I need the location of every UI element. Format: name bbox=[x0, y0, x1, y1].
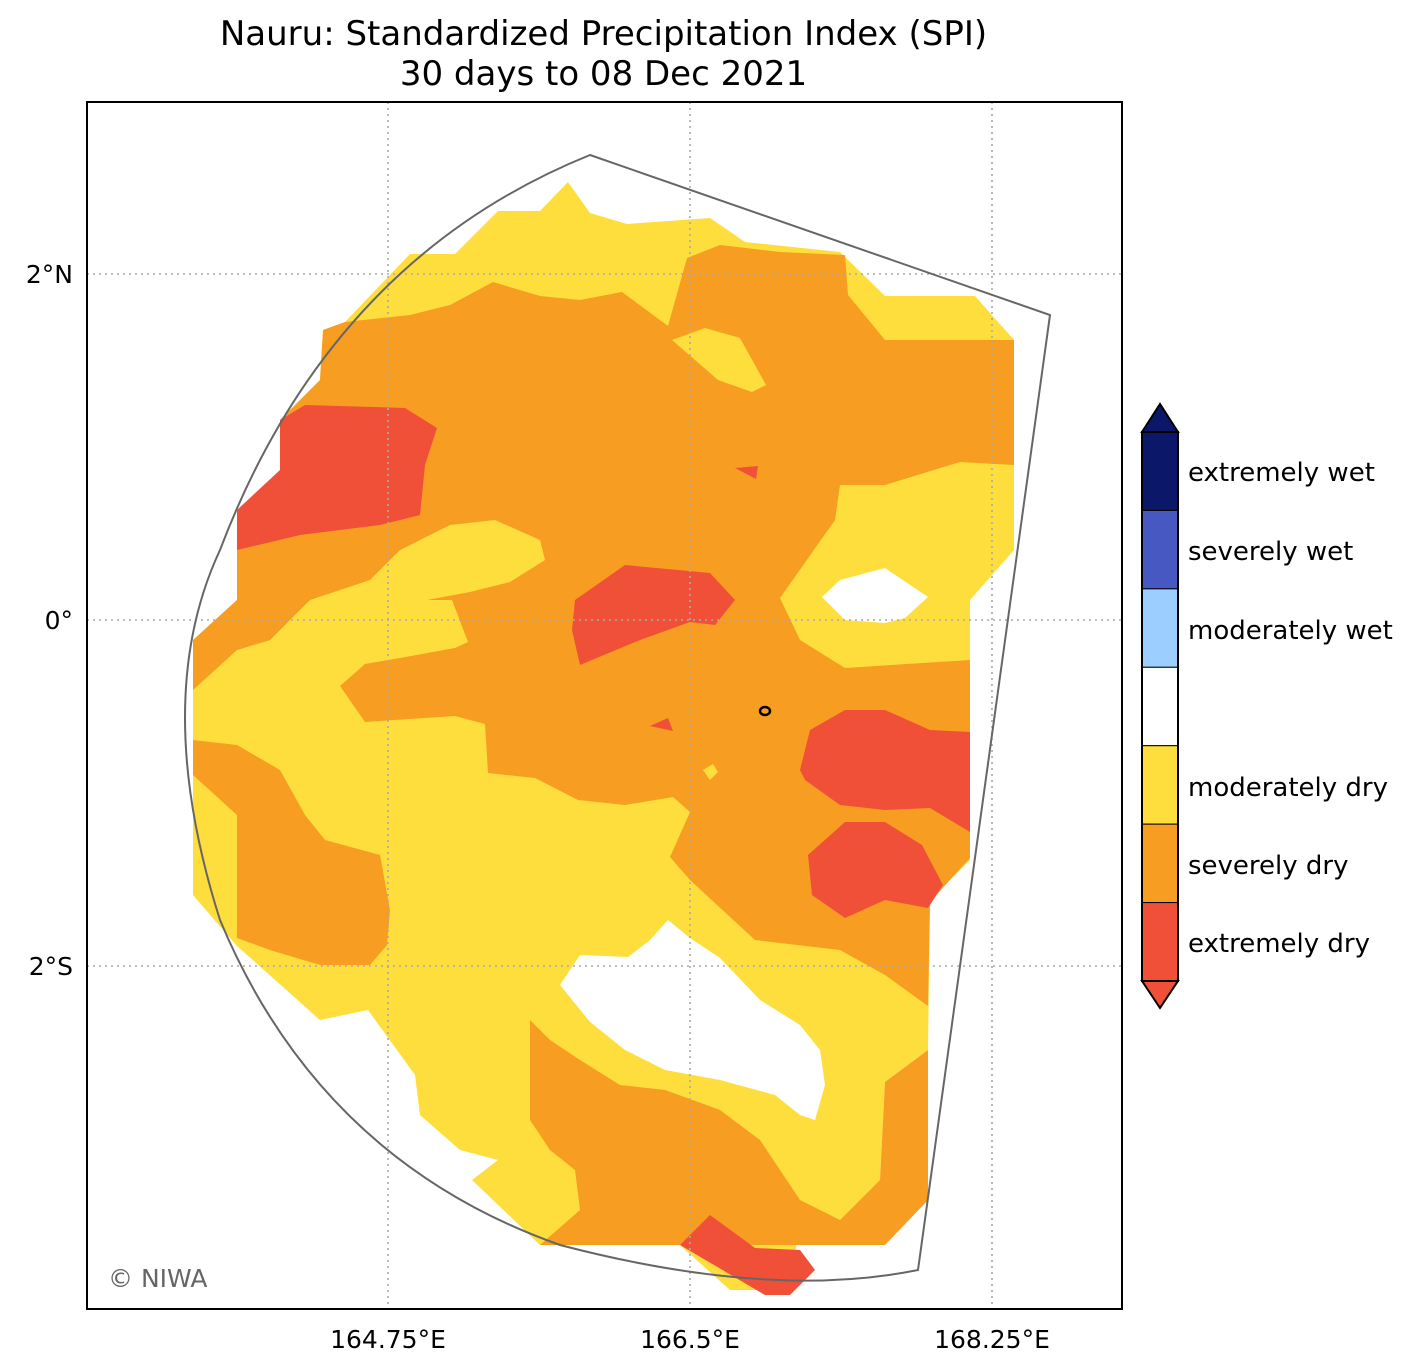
spi-field bbox=[193, 182, 1014, 1295]
map-frame bbox=[86, 101, 1123, 1310]
severely-dry-region-south bbox=[530, 1020, 928, 1245]
colorbar-bin bbox=[1141, 431, 1179, 511]
chart-title: Nauru: Standardized Precipitation Index … bbox=[219, 14, 988, 54]
y-tick-label: 2°S bbox=[29, 952, 73, 981]
near-normal-patch-south bbox=[560, 920, 825, 1120]
legend-label-extremely-wet: extremely wet bbox=[1188, 458, 1375, 488]
nauru-island-marker bbox=[758, 705, 772, 717]
colorbar-frame bbox=[1141, 431, 1179, 982]
y-tick-label: 0° bbox=[45, 606, 73, 635]
extremely-dry-spot-a bbox=[735, 466, 758, 479]
colorbar-bin bbox=[1141, 745, 1179, 825]
x-tick-label: 168.25°E bbox=[934, 1325, 1050, 1354]
colorbar-bin bbox=[1141, 666, 1179, 747]
colorbar-bin bbox=[1141, 902, 1179, 982]
extremely-dry-region-center bbox=[572, 565, 735, 665]
spi-colorbar: extremely wet severely wet moderately we… bbox=[1140, 402, 1393, 1010]
map-gridlines bbox=[87, 102, 1122, 1309]
legend-label-moderately-dry: moderately dry bbox=[1188, 773, 1388, 803]
chart-subtitle: 30 days to 08 Dec 2021 bbox=[399, 54, 808, 94]
colorbar-bin bbox=[1141, 509, 1179, 590]
colorbar-bin bbox=[1141, 823, 1179, 904]
colorbar-bin bbox=[1141, 588, 1179, 668]
x-tick-label: 166.5°E bbox=[640, 1325, 740, 1354]
colorbar-extend-wet-arrow bbox=[1140, 402, 1180, 433]
extremely-dry-region-southeast bbox=[808, 822, 943, 918]
legend-label-severely-wet: severely wet bbox=[1188, 537, 1353, 567]
extremely-dry-spot-b bbox=[650, 718, 673, 731]
near-normal-patch-east bbox=[822, 568, 928, 623]
legend-label-severely-dry: severely dry bbox=[1188, 851, 1349, 881]
legend-label-moderately-wet: moderately wet bbox=[1188, 616, 1393, 646]
moderately-dry-spot bbox=[703, 764, 718, 780]
niwa-credit: © NIWA bbox=[108, 1264, 207, 1293]
legend-label-extremely-dry: extremely dry bbox=[1188, 929, 1370, 959]
moderately-dry-patch-north bbox=[672, 328, 766, 392]
severely-dry-region-west-band bbox=[193, 510, 430, 690]
eez-boundary bbox=[184, 153, 1052, 1282]
extremely-dry-region-northwest bbox=[237, 405, 437, 550]
x-tick-label: 164.75°E bbox=[330, 1325, 446, 1354]
extremely-dry-region-east bbox=[800, 710, 970, 832]
y-tick-label: 2°N bbox=[26, 260, 73, 289]
extremely-dry-region-south bbox=[680, 1215, 815, 1295]
severely-dry-region-southwest bbox=[193, 740, 390, 965]
colorbar-extend-dry-arrow bbox=[1140, 980, 1180, 1010]
